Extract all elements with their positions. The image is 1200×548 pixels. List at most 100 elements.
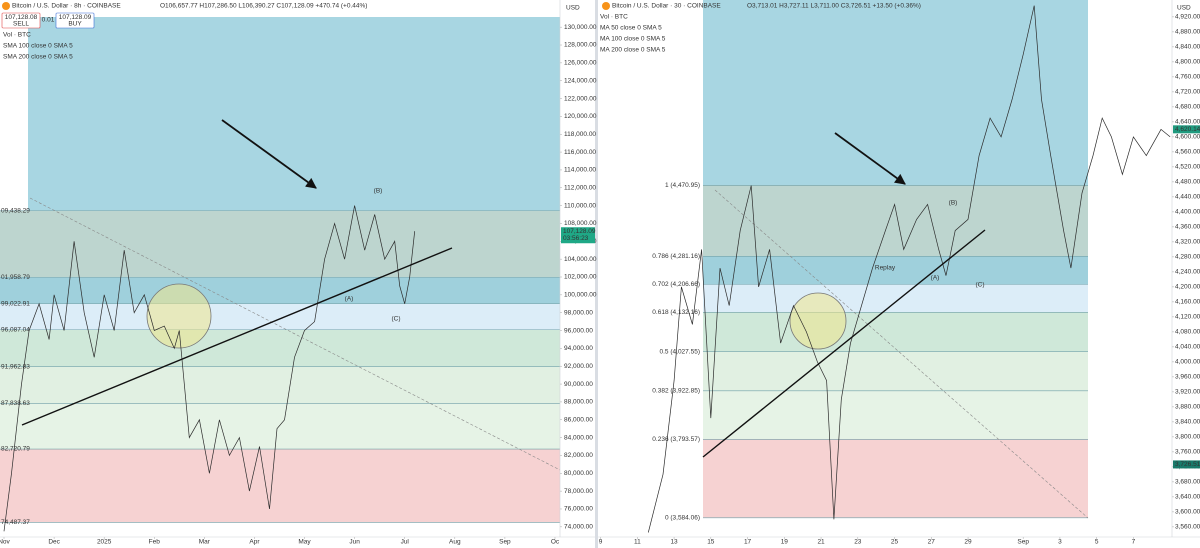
y-tick-label: 80,000.00 — [564, 470, 593, 477]
fib-zone — [703, 284, 1088, 313]
x-tick-label: Mar — [199, 539, 211, 546]
x-tick-label: 21 — [817, 539, 825, 546]
y-tick-label: 4,400.00 — [1175, 209, 1200, 216]
y-tick-label: 4,040.00 — [1175, 344, 1200, 351]
x-tick-label: Oc — [551, 539, 560, 546]
fib-zone — [703, 185, 1088, 257]
x-tick-label: Nov — [0, 539, 11, 546]
y-tick-label: 86,000.00 — [564, 416, 593, 423]
y-tick-label: 4,680.00 — [1175, 104, 1200, 111]
y-tick-label: 4,360.00 — [1175, 224, 1200, 231]
x-tick-label: 7 — [1132, 539, 1136, 546]
y-tick-label: 100,000.00 — [564, 292, 597, 299]
y-tick-label: 126,000.00 — [564, 60, 597, 67]
x-tick-label: May — [298, 539, 311, 546]
y-tick-label: 4,560.00 — [1175, 149, 1200, 156]
y-tick-label: 108,000.00 — [564, 220, 597, 227]
y-tick-label: 74,000.00 — [564, 524, 593, 531]
y-tick-label: 4,200.00 — [1175, 284, 1200, 291]
wave-label: (B) — [374, 188, 383, 195]
fib-level-label: 82,720.79 — [1, 446, 30, 453]
fib-level-label: 0.5 (4,027.55) — [660, 348, 700, 355]
fib-zone — [0, 403, 560, 450]
trendline — [702, 229, 986, 458]
dashed-line — [714, 189, 1089, 519]
buy-button[interactable] — [55, 12, 95, 29]
indicator-legend[interactable]: MA 200 close 0 SMA 5 — [600, 47, 666, 54]
y-tick-label: 4,080.00 — [1175, 329, 1200, 336]
price-tag-label: 3,726.51 — [1175, 461, 1200, 468]
y-axis-area — [1172, 0, 1200, 548]
y-tick-label: 130,000.00 — [564, 24, 597, 31]
wave-label: (A) — [931, 275, 940, 282]
fib-zone — [703, 256, 1088, 285]
fib-zone — [0, 449, 560, 523]
fib-zone — [703, 351, 1088, 391]
spread: 0.01 — [42, 17, 55, 24]
y-tick-label: 84,000.00 — [564, 434, 593, 441]
indicator-legend[interactable]: MA 100 close 0 SMA 5 — [600, 36, 666, 43]
indicator-legend[interactable]: Vol · BTC — [600, 14, 628, 21]
y-tick-label: 116,000.00 — [564, 149, 596, 156]
y-tick-label: 4,520.00 — [1175, 164, 1200, 171]
x-tick-label: 17 — [744, 539, 752, 546]
x-tick-label: 19 — [781, 539, 789, 546]
fib-zone — [0, 210, 560, 278]
x-tick-label: Jun — [349, 539, 360, 546]
fib-zone — [0, 303, 560, 330]
y-tick-label: 4,480.00 — [1175, 179, 1200, 186]
fib-zone — [703, 439, 1088, 518]
indicator-legend[interactable]: SMA 200 close 0 SMA 5 — [3, 54, 73, 61]
y-tick-label: 4,240.00 — [1175, 269, 1200, 276]
wave-label: (C) — [975, 282, 984, 289]
fib-level-label: 74,487.37 — [1, 519, 30, 526]
price-tag — [1173, 460, 1200, 469]
chart-title: Bitcoin / U.S. Dollar · 30 · COINBASE — [612, 3, 721, 10]
y-tick-label: 3,800.00 — [1175, 434, 1200, 441]
arrow — [221, 119, 317, 189]
panel-divider — [595, 0, 598, 548]
indicator-legend[interactable]: Vol · BTC — [3, 32, 31, 39]
fib-level-label: 87,838.63 — [1, 400, 30, 407]
trendline — [21, 247, 453, 426]
fib-zone — [0, 277, 560, 304]
y-tick-label: 104,000.00 — [564, 256, 597, 263]
fib-level-label: 0.702 (4,206.66) — [652, 281, 700, 288]
y-tick-label: 96,000.00 — [564, 327, 593, 334]
fib-zone — [0, 329, 560, 367]
y-tick-label: 120,000.00 — [564, 113, 597, 120]
y-tick-label: 122,000.00 — [564, 95, 597, 102]
sell-button[interactable] — [1, 12, 41, 29]
currency-label: USD — [566, 5, 580, 12]
highlight-circle — [789, 292, 847, 350]
fib-level-label: 96,087.04 — [1, 326, 30, 333]
price-line — [647, 5, 1171, 533]
y-tick-label: 118,000.00 — [564, 131, 596, 138]
price-tag — [561, 227, 595, 244]
symbol-icon — [2, 2, 10, 10]
y-tick-label: 3,680.00 — [1175, 479, 1200, 486]
y-tick-label: 4,320.00 — [1175, 239, 1200, 246]
indicator-legend[interactable]: MA 50 close 0 SMA 5 — [600, 25, 662, 32]
price-tag-time: 03:56:23 — [563, 235, 589, 242]
x-tick-label: Aug — [449, 539, 461, 546]
indicator-legend[interactable]: SMA 100 close 0 SMA 5 — [3, 43, 73, 50]
fib-level-label: 0.618 (4,132.16) — [652, 309, 700, 316]
y-tick-label: 102,000.00 — [564, 274, 597, 281]
x-tick-label: 25 — [891, 539, 899, 546]
y-tick-label: 114,000.00 — [564, 167, 596, 174]
price-line — [3, 205, 416, 532]
fib-zone — [703, 312, 1088, 352]
fib-level-label: 0.382 (3,922.85) — [652, 388, 700, 395]
x-tick-label: 9 — [599, 539, 603, 546]
y-tick-label: 128,000.00 — [564, 42, 597, 49]
chart-panel: 09,438.29 01,958.79 99,022.91 96,087.04 91,9… — [0, 0, 597, 548]
x-tick-label: 11 — [634, 539, 641, 546]
y-tick-label: 112,000.00 — [564, 184, 596, 191]
y-tick-label: 4,840.00 — [1175, 44, 1200, 51]
wave-label: (B) — [949, 200, 958, 207]
x-tick-label: Feb — [149, 539, 161, 546]
y-tick-label: 4,720.00 — [1175, 89, 1200, 96]
y-tick-label: 4,880.00 — [1175, 29, 1200, 36]
price-tag-label: 107,128.09 — [563, 228, 596, 235]
